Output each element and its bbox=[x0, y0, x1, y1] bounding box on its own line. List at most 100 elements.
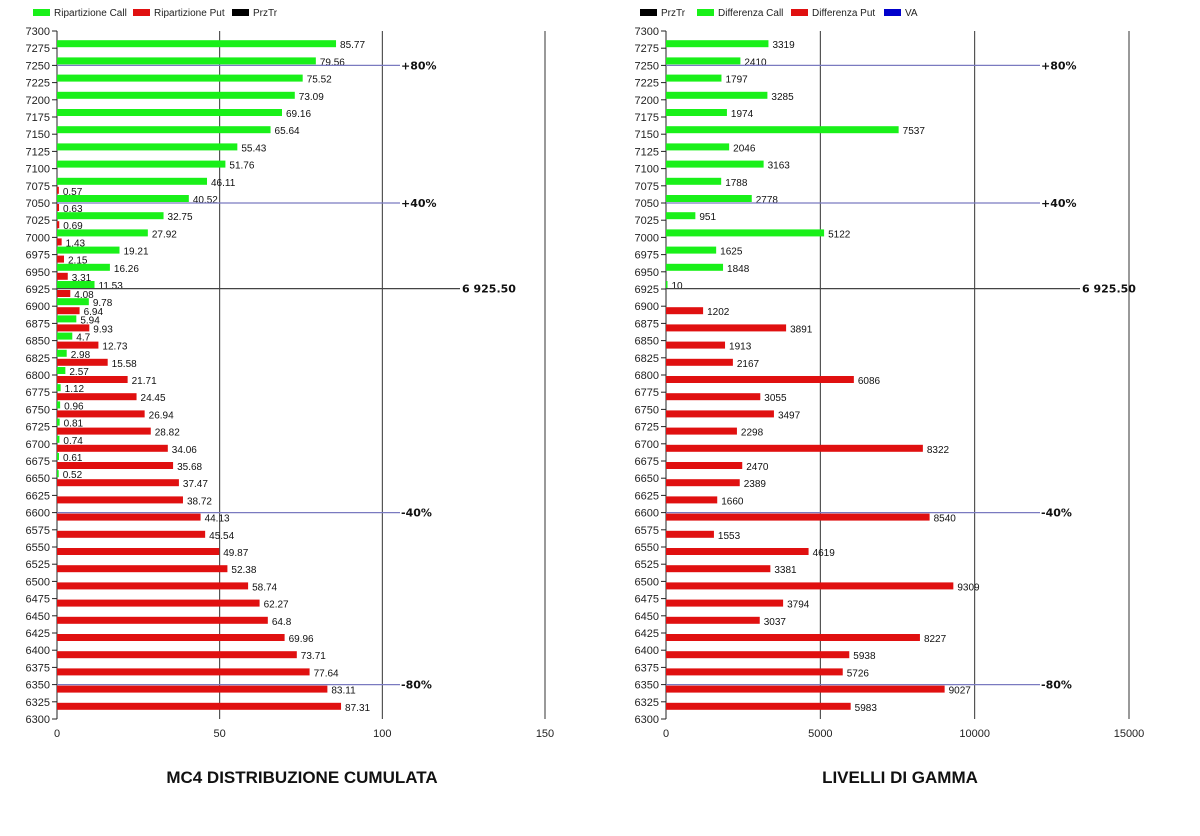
chart2-y-tick-label: 7100 bbox=[635, 164, 659, 176]
chart2-y-tick-label: 6950 bbox=[635, 267, 659, 279]
chart1-put-bar bbox=[57, 272, 68, 280]
chart2-y-tick-label: 7175 bbox=[635, 112, 659, 124]
chart2-call-bar bbox=[666, 281, 668, 288]
chart1-y-tick-label: 6325 bbox=[26, 697, 50, 709]
chart1-y-tick-label: 7175 bbox=[26, 112, 50, 124]
chart1-reference-label: 6 925.50 bbox=[462, 283, 516, 296]
chart2-reference-label: -40% bbox=[1041, 507, 1072, 520]
chart2-legend-swatch bbox=[640, 9, 657, 16]
chart2-reference-label: 6 925.50 bbox=[1082, 283, 1136, 296]
chart1-call-bar bbox=[57, 160, 226, 168]
chart1-y-tick-label: 6475 bbox=[26, 594, 50, 606]
chart1-call-bar bbox=[57, 384, 61, 392]
chart1-put-value-label: 83.11 bbox=[331, 686, 356, 697]
chart1-y-tick-label: 6725 bbox=[26, 422, 50, 434]
chart2-y-tick-label: 6650 bbox=[635, 473, 659, 485]
chart1-put-value-label: 44.13 bbox=[205, 514, 230, 525]
chart1-call-bar bbox=[57, 212, 164, 220]
chart1-put-bar bbox=[57, 479, 179, 487]
chart1-y-tick-label: 6600 bbox=[26, 508, 50, 520]
chart1-legend-label: Ripartizione Call bbox=[54, 8, 127, 19]
chart2-put-value-label: 1913 bbox=[729, 342, 752, 353]
chart2-put-bar bbox=[666, 513, 930, 521]
chart2-put-bar bbox=[666, 616, 760, 624]
chart1-put-value-label: 6.94 bbox=[84, 307, 104, 318]
chart1-call-value-label: 5.94 bbox=[80, 315, 100, 326]
chart1-put-bar bbox=[57, 221, 60, 229]
chart1-put-bar bbox=[57, 462, 174, 469]
chart2-y-tick-label: 7025 bbox=[635, 215, 659, 227]
chart1-call-bar bbox=[57, 418, 60, 426]
chart1-y-tick-label: 6625 bbox=[26, 490, 50, 502]
chart1-y-tick-label: 7100 bbox=[26, 164, 50, 176]
chart2-put-bar bbox=[666, 444, 923, 452]
chart2-y-tick-label: 6475 bbox=[635, 594, 659, 606]
chart1-y-tick-label: 6850 bbox=[26, 336, 50, 348]
chart2-put-bar bbox=[666, 358, 733, 366]
chart1-call-value-label: 32.75 bbox=[168, 212, 193, 223]
chart2-put-bar bbox=[666, 702, 851, 710]
chart1-call-value-label: 11.53 bbox=[99, 281, 124, 292]
chart1-put-bar bbox=[57, 548, 220, 555]
chart2-put-bar bbox=[666, 582, 954, 590]
chart1-put-bar bbox=[57, 307, 80, 315]
chart2-call-bar bbox=[666, 91, 768, 99]
chart2-y-tick-label: 6850 bbox=[635, 336, 659, 348]
chart1-put-bar bbox=[57, 599, 260, 607]
chart1-call-value-label: 55.43 bbox=[241, 143, 266, 154]
chart2-call-bar bbox=[666, 212, 696, 220]
chart1-put-value-label: 15.58 bbox=[112, 359, 137, 370]
chart2-put-bar bbox=[666, 427, 737, 435]
chart2-y-tick-label: 6825 bbox=[635, 353, 659, 365]
chart2-y-tick-label: 6675 bbox=[635, 456, 659, 468]
chart2-put-bar bbox=[666, 565, 771, 573]
chart1-put-bar bbox=[57, 238, 62, 246]
chart1-put-value-label: 58.74 bbox=[252, 582, 277, 593]
chart1-call-bar bbox=[57, 195, 189, 202]
chart1-x-tick-label: 50 bbox=[214, 728, 226, 740]
chart1-put-value-label: 87.31 bbox=[345, 703, 370, 714]
chart1-put-value-label: 45.54 bbox=[209, 531, 234, 542]
chart2-put-value-label: 9027 bbox=[949, 686, 972, 697]
chart1-call-value-label: 85.77 bbox=[340, 40, 365, 51]
chart2-call-value-label: 1974 bbox=[731, 109, 754, 120]
chart1-call-bar bbox=[57, 470, 59, 478]
chart2-put-bar bbox=[666, 685, 945, 693]
chart2-legend-label: PrzTr bbox=[661, 8, 686, 19]
chart2-y-tick-label: 7225 bbox=[635, 78, 659, 90]
chart2-y-tick-label: 7075 bbox=[635, 181, 659, 193]
chart2-y-tick-label: 6625 bbox=[635, 490, 659, 502]
chart2-put-bar bbox=[666, 341, 726, 349]
chart1-y-tick-label: 6800 bbox=[26, 370, 50, 382]
chart2-put-bar bbox=[666, 307, 704, 315]
chart1-call-value-label: 73.09 bbox=[299, 92, 324, 103]
chart2-y-tick-label: 6325 bbox=[635, 697, 659, 709]
chart2-call-value-label: 3285 bbox=[771, 92, 794, 103]
chart2-call-bar bbox=[666, 246, 717, 254]
chart1-put-bar bbox=[57, 186, 59, 194]
chart2-y-tick-label: 6750 bbox=[635, 404, 659, 416]
chart2-put-bar bbox=[666, 634, 920, 641]
chart1-y-tick-label: 6775 bbox=[26, 387, 50, 399]
chart1-legend-label: PrzTr bbox=[253, 8, 278, 19]
chart1-call-bar bbox=[57, 229, 148, 237]
chart2-legend-swatch bbox=[791, 9, 808, 16]
chart1-put-value-label: 9.93 bbox=[93, 324, 113, 335]
chart2-reference-label: -80% bbox=[1041, 679, 1072, 692]
chart2-y-tick-label: 6975 bbox=[635, 250, 659, 262]
chart2-x-tick-label: 5000 bbox=[808, 728, 832, 740]
chart2-call-value-label: 3163 bbox=[768, 161, 791, 172]
chart2-legend-label: Differenza Put bbox=[812, 8, 875, 19]
chart1-put-bar bbox=[57, 358, 108, 366]
chart2-y-tick-label: 7300 bbox=[635, 26, 659, 38]
chart2-put-bar bbox=[666, 651, 850, 659]
chart1-y-tick-label: 7150 bbox=[26, 129, 50, 141]
chart2-call-value-label: 1625 bbox=[720, 247, 743, 258]
chart1-put-bar bbox=[57, 668, 310, 676]
chart2-y-tick-label: 6575 bbox=[635, 525, 659, 537]
chart1-y-tick-label: 6550 bbox=[26, 542, 50, 554]
chart1-put-value-label: 0.57 bbox=[63, 187, 83, 198]
chart2-put-bar bbox=[666, 479, 740, 487]
chart1-call-value-label: 4.7 bbox=[76, 333, 90, 344]
